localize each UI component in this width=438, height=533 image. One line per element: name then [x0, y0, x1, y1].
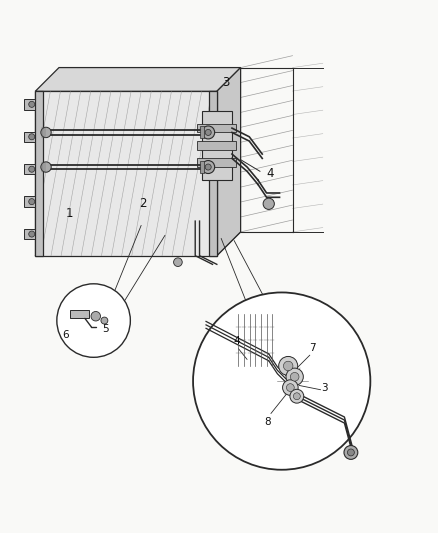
Polygon shape	[35, 91, 217, 256]
Circle shape	[41, 127, 51, 138]
Polygon shape	[209, 91, 217, 256]
Circle shape	[205, 164, 211, 170]
Polygon shape	[202, 111, 232, 180]
Circle shape	[41, 162, 51, 172]
Text: 4: 4	[233, 336, 240, 345]
Circle shape	[29, 166, 35, 172]
Circle shape	[290, 389, 304, 403]
FancyBboxPatch shape	[25, 132, 35, 142]
Circle shape	[202, 126, 215, 139]
FancyBboxPatch shape	[25, 197, 35, 207]
FancyBboxPatch shape	[25, 164, 35, 174]
Polygon shape	[35, 232, 240, 256]
Circle shape	[29, 101, 35, 107]
Text: 6: 6	[62, 330, 69, 340]
Text: 4: 4	[267, 167, 274, 180]
Circle shape	[29, 134, 35, 140]
Text: 3: 3	[321, 383, 327, 393]
Circle shape	[29, 199, 35, 205]
Text: 5: 5	[102, 324, 109, 334]
Circle shape	[29, 231, 35, 237]
Polygon shape	[35, 68, 240, 91]
Circle shape	[283, 361, 293, 371]
Polygon shape	[200, 126, 204, 139]
Circle shape	[193, 293, 371, 470]
Polygon shape	[217, 68, 240, 256]
Circle shape	[263, 198, 274, 209]
Text: 7: 7	[310, 343, 316, 353]
Circle shape	[205, 130, 211, 135]
Circle shape	[91, 311, 100, 321]
Circle shape	[283, 380, 298, 395]
Polygon shape	[70, 310, 89, 318]
Circle shape	[293, 393, 300, 400]
Polygon shape	[198, 124, 236, 132]
Circle shape	[202, 160, 215, 174]
Circle shape	[173, 258, 182, 266]
Circle shape	[286, 368, 304, 385]
Polygon shape	[198, 158, 236, 167]
Polygon shape	[35, 91, 43, 256]
Circle shape	[290, 373, 299, 381]
Circle shape	[101, 317, 108, 324]
Text: 1: 1	[66, 207, 74, 220]
Circle shape	[286, 384, 294, 391]
Circle shape	[344, 446, 358, 459]
Polygon shape	[198, 141, 236, 150]
FancyBboxPatch shape	[25, 99, 35, 109]
Circle shape	[279, 357, 298, 375]
FancyBboxPatch shape	[25, 229, 35, 239]
Circle shape	[57, 284, 131, 357]
Text: 3: 3	[222, 76, 229, 89]
Circle shape	[347, 449, 354, 456]
Text: 2: 2	[140, 197, 147, 211]
Polygon shape	[200, 161, 204, 173]
Text: 8: 8	[265, 417, 271, 426]
